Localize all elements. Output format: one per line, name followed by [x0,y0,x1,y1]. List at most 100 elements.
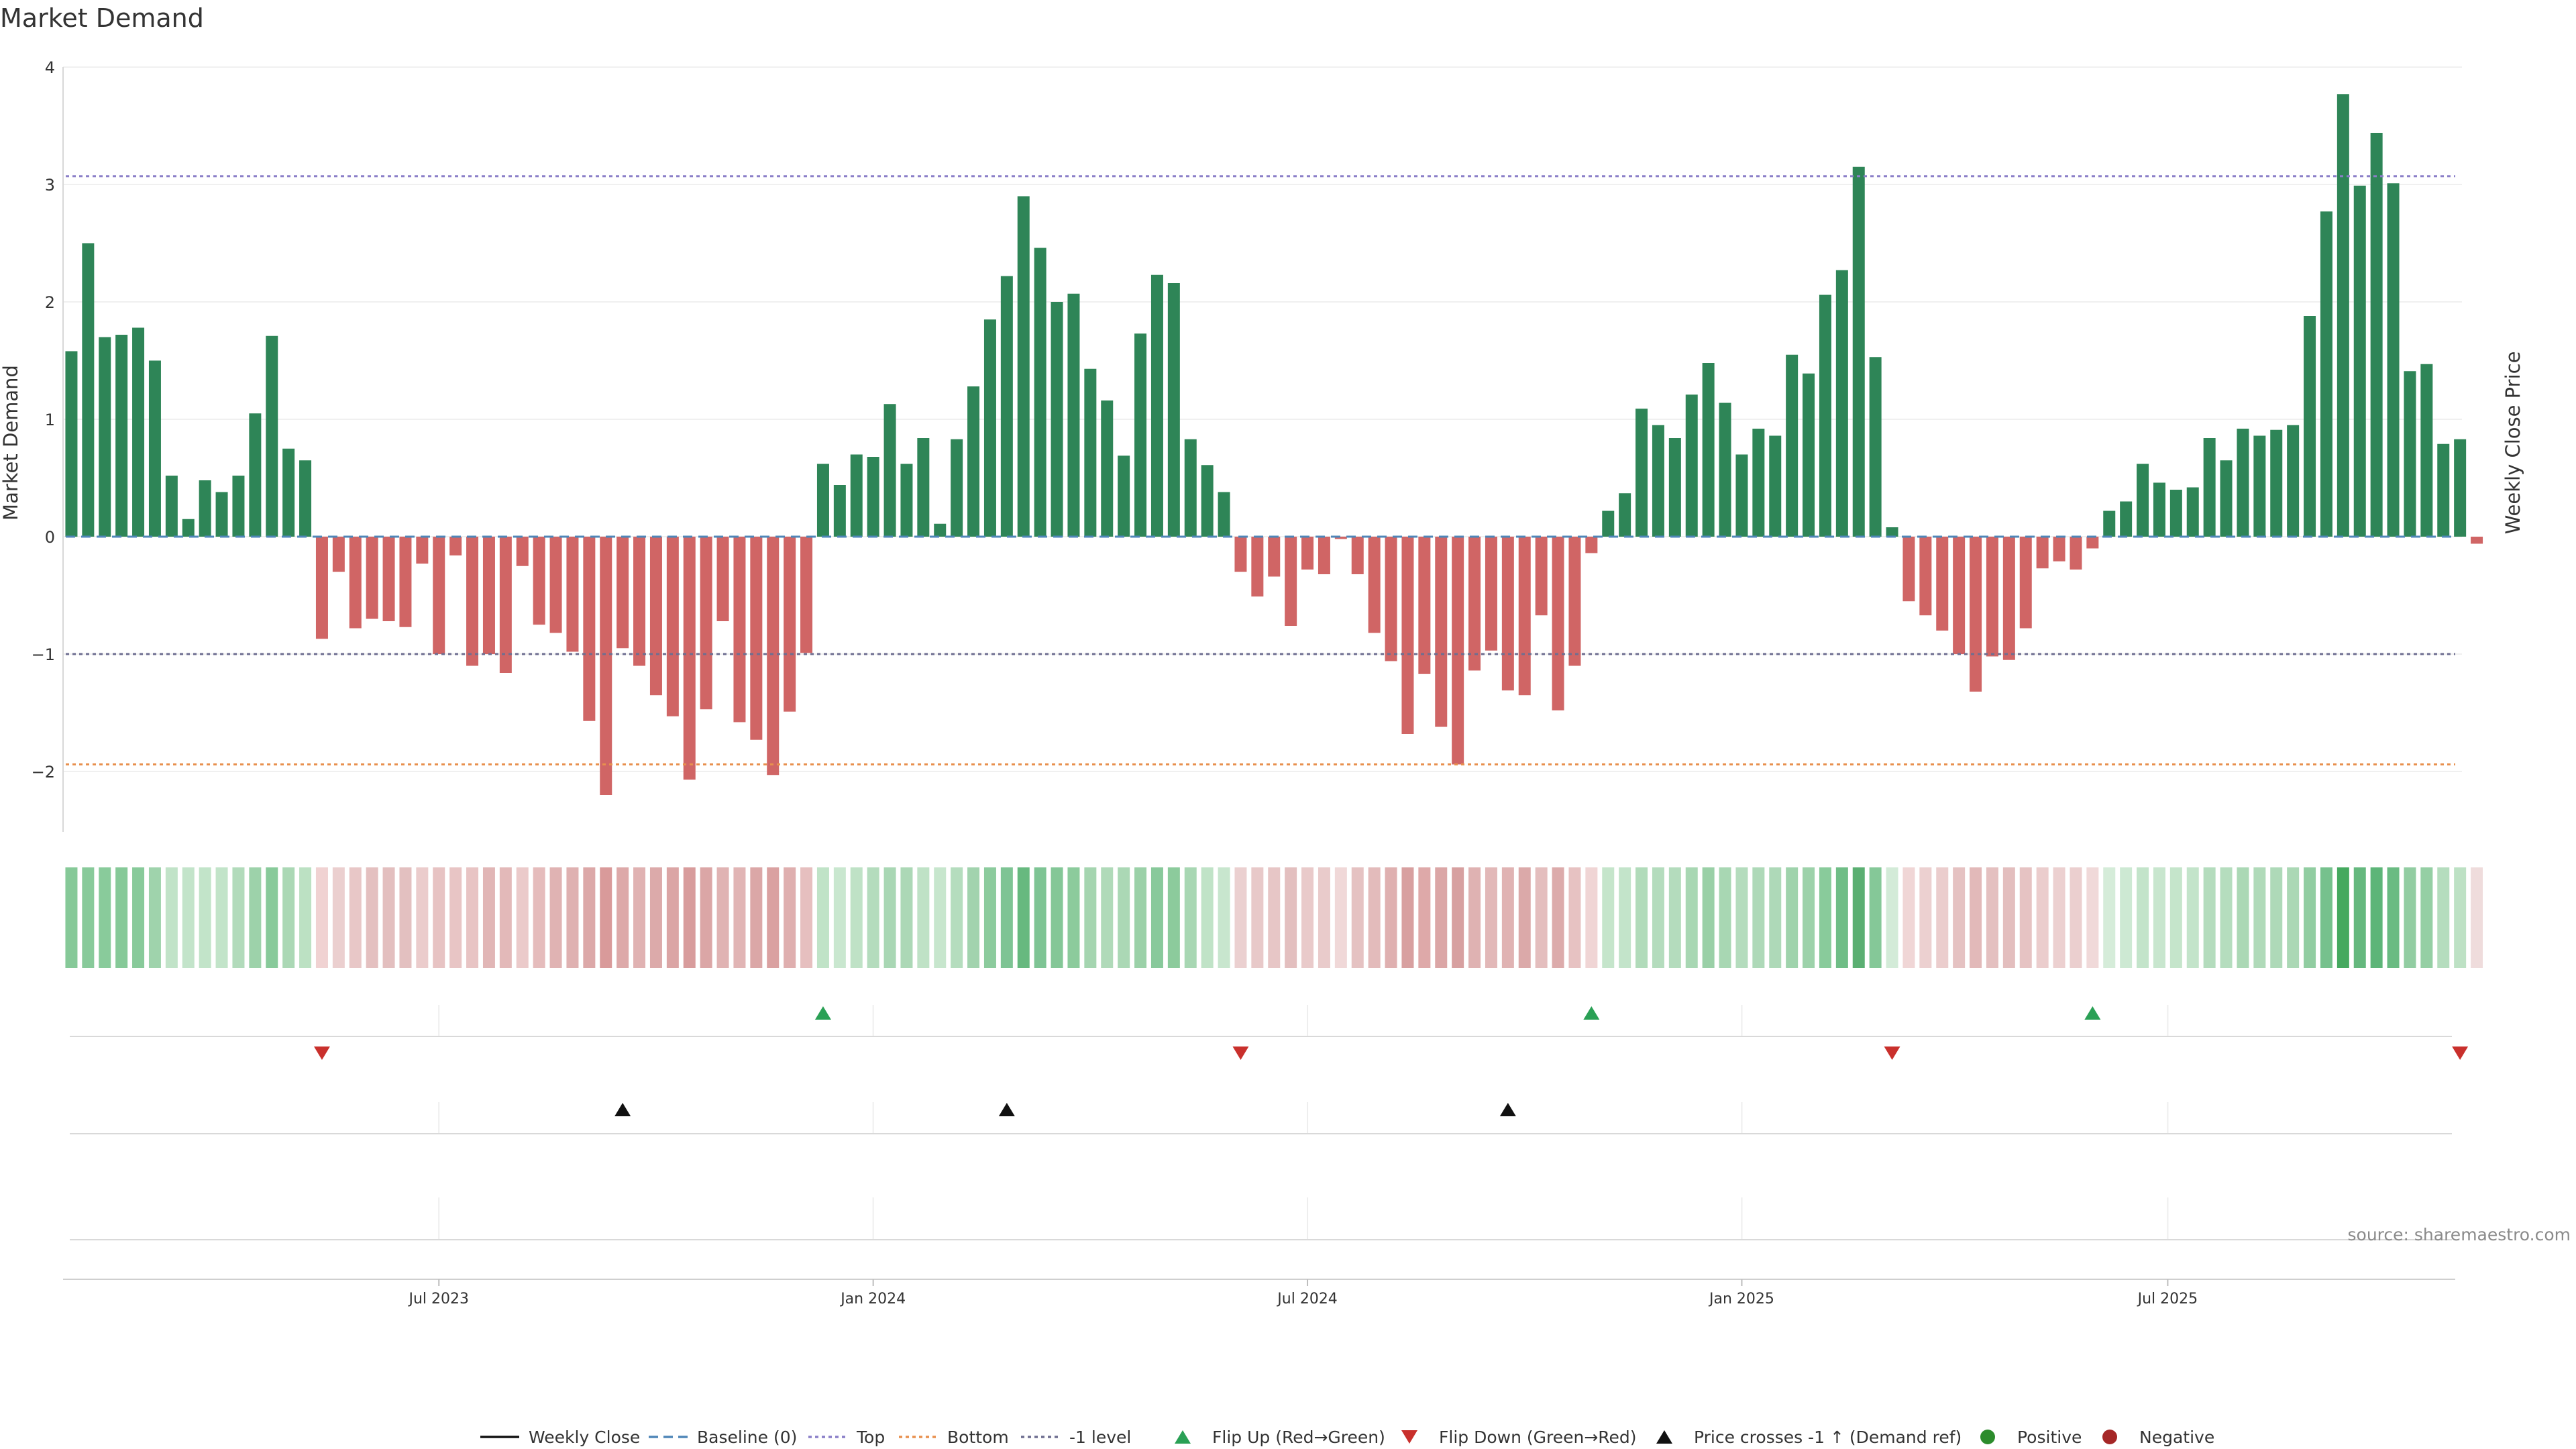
demand-bar [1619,493,1631,537]
price-cross-marker [614,1103,631,1116]
demand-bar [99,337,111,537]
demand-bar [1017,196,1030,537]
heat-cell [1167,867,1180,968]
heat-cell [833,867,846,968]
heat-cell [2153,867,2165,968]
heat-cell [232,867,245,968]
legend-label: Flip Down (Green→Red) [1439,1428,1637,1447]
x-axis: Jul 2023 Jan 2024 Jul 2024 Jan 2025 Jul 2025 [63,1279,2455,1307]
demand-bar [1919,537,1932,616]
demand-bar [750,537,763,740]
demand-bar [165,476,178,537]
demand-bar [1719,402,1731,537]
heat-cell [2053,867,2065,968]
heat-cell [1869,867,1882,968]
demand-bar [1685,394,1698,537]
demand-bar [1819,294,1831,537]
demand-bar [199,480,211,537]
x-tick-label: Jan 2025 [1708,1291,1774,1307]
demand-bars [65,94,2483,795]
flip-up-marker [1583,1006,1600,1020]
legend-label: Bottom [947,1428,1009,1447]
demand-bar [2337,94,2349,537]
demand-bar [700,537,712,710]
demand-bar [1301,537,1314,570]
heat-cell [1635,867,1648,968]
heat-cell [1501,867,1514,968]
heat-cell [967,867,980,968]
heat-cell [951,867,963,968]
heat-cell [2320,867,2332,968]
heat-cell [616,867,629,968]
legend: Weekly Close Baseline (0) Top Bottom -1 leve… [480,1428,2214,1447]
heat-cell [516,867,529,968]
flip-down-marker [1884,1046,1900,1060]
demand-bar [1251,537,1264,597]
demand-bar [583,537,596,721]
heat-cell [99,867,111,968]
demand-bar [416,537,429,564]
legend-label: Baseline (0) [697,1428,797,1447]
heat-cell [449,867,462,968]
heat-cell [1385,867,1397,968]
heat-cell [2471,867,2483,968]
demand-bar [1501,537,1514,691]
demand-bar [433,537,445,654]
demand-bar [1318,537,1330,574]
heat-cell [2036,867,2049,968]
demand-bar [549,537,562,633]
legend-swatch [1980,1430,1995,1444]
heat-cell [1835,867,1848,968]
heat-cell [850,867,863,968]
demand-bar [1084,368,1097,537]
heat-cell [2137,867,2149,968]
heat-cell [1919,867,1932,968]
heat-cell [2337,867,2349,968]
heat-cell [1936,867,1949,968]
demand-bar [315,537,328,639]
heat-cell [282,867,295,968]
right-axis-label: Weekly Close Price [2502,352,2524,535]
heat-cell [165,867,178,968]
legend-label: Top [856,1428,885,1447]
demand-bar [1051,302,1063,537]
demand-bar [349,537,362,629]
heat-cell [600,867,612,968]
demand-bar [1635,409,1648,537]
heat-cell [2169,867,2182,968]
demand-bar [1602,511,1615,537]
x-tick-label: Jan 2024 [839,1291,906,1307]
demand-bar [148,360,161,537]
heat-cell [549,867,562,968]
x-tick-label: Jul 2025 [2137,1291,2198,1307]
demand-bar [1268,537,1281,577]
price-cross-marker [998,1103,1015,1116]
heat-cell [583,867,596,968]
heat-cell [2437,867,2450,968]
demand-bar [1953,537,1966,654]
demand-bar [2237,429,2249,537]
heat-cell [2454,867,2467,968]
demand-bar [1668,438,1681,537]
demand-bar [900,464,913,537]
demand-bar [2471,537,2483,544]
heat-cell [1218,867,1230,968]
heat-cell [199,867,211,968]
heat-cell [1986,867,1998,968]
heat-cell [1552,867,1564,968]
demand-bar [2070,537,2082,570]
heat-cell [1585,867,1598,968]
demand-bar [2370,133,2383,537]
demand-bar [1184,439,1197,537]
demand-bar [399,537,412,627]
heat-cell [382,867,395,968]
heat-cell [1886,867,1898,968]
heat-cell [1368,867,1381,968]
demand-bar [1869,357,1882,537]
legend-label: Price crosses -1 ↑ (Demand ref) [1694,1428,1962,1447]
demand-bar [1334,537,1347,539]
legend-label: Positive [2017,1428,2082,1447]
demand-bar [65,351,78,537]
demand-bar [967,386,980,537]
demand-bar [1652,425,1664,537]
